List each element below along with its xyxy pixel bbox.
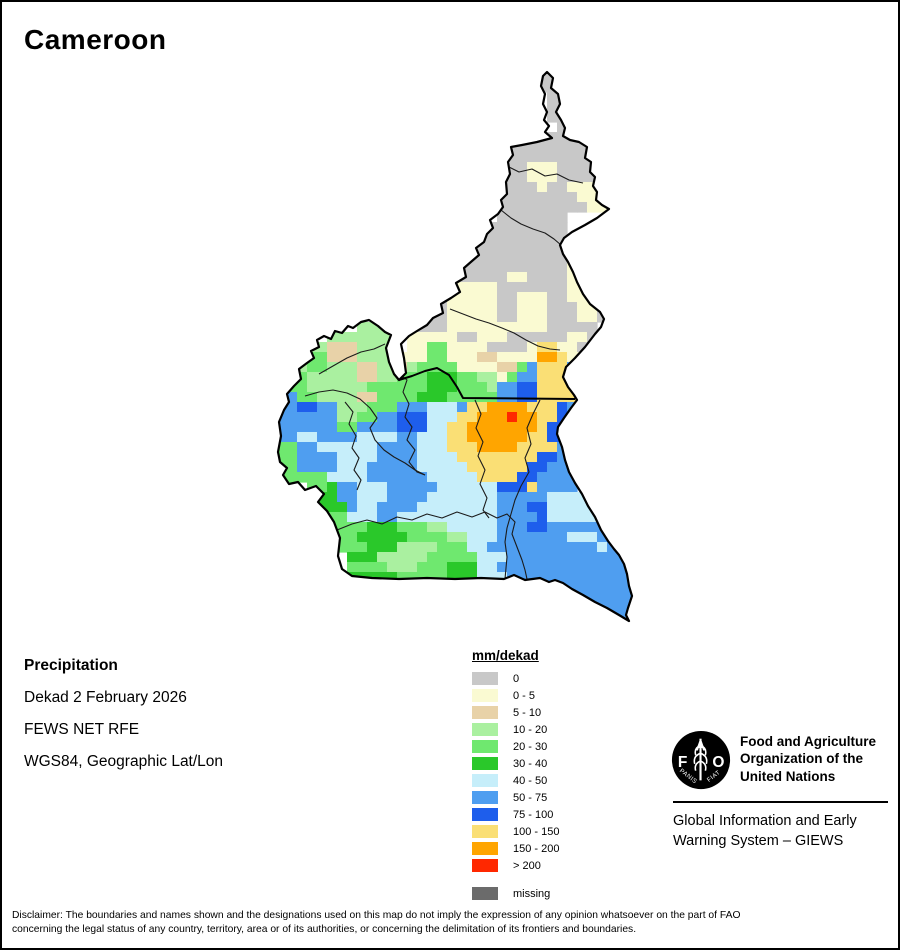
legend-entry: 0 xyxy=(472,672,559,685)
legend-label: 10 - 20 xyxy=(513,723,548,736)
region-boundary xyxy=(504,399,541,580)
disclaimer-line: concerning the legal status of any count… xyxy=(12,923,637,935)
legend-swatch xyxy=(472,757,498,770)
region-boundary xyxy=(449,308,561,351)
precipitation-map xyxy=(257,62,677,642)
legend-label: 0 xyxy=(513,672,520,685)
legend-entry: 150 - 200 xyxy=(472,842,559,855)
fao-separator-line xyxy=(673,801,888,803)
region-boundary xyxy=(396,371,426,476)
legend-swatch xyxy=(472,859,498,872)
legend-label: 40 - 50 xyxy=(513,774,548,787)
map-svg xyxy=(276,70,634,623)
legend-label: 20 - 30 xyxy=(513,740,548,753)
legend-entry: 100 - 150 xyxy=(472,825,559,838)
legend-entry: 40 - 50 xyxy=(472,774,559,787)
legend-swatch xyxy=(472,842,498,855)
fao-letter-a: A xyxy=(696,738,706,753)
legend-label: 100 - 150 xyxy=(513,825,560,838)
info-dekad: Dekad 2 February 2026 xyxy=(24,689,187,706)
region-boundary xyxy=(318,343,386,375)
giews-line: Global Information and Early xyxy=(673,813,857,829)
info-heading: Precipitation xyxy=(24,657,118,674)
info-source: FEWS NET RFE xyxy=(24,721,140,738)
legend-entry: 20 - 30 xyxy=(472,740,559,753)
disclaimer: Disclaimer: The boundaries and names sho… xyxy=(12,909,894,936)
legend-swatch xyxy=(472,808,498,821)
legend-entry: 0 - 5 xyxy=(472,689,559,702)
fao-org-line: United Nations xyxy=(740,768,836,784)
region-boundary xyxy=(336,511,528,580)
fao-org-line: Organization of the xyxy=(740,751,863,767)
legend-label: 50 - 75 xyxy=(513,791,548,804)
map-info-block: Precipitation Dekad 2 February 2026 FEWS… xyxy=(24,657,223,785)
fao-logo: F A O FIAT PANIS xyxy=(671,730,731,790)
legend-swatch xyxy=(472,672,498,685)
legend-swatch xyxy=(472,887,498,900)
legend-title: mm/dekad xyxy=(472,648,539,663)
region-boundary xyxy=(500,209,562,246)
legend-label: > 200 xyxy=(513,859,541,872)
legend-label: 150 - 200 xyxy=(513,842,560,855)
legend-swatch xyxy=(472,825,498,838)
info-projection: WGS84, Geographic Lat/Lon xyxy=(24,753,224,770)
legend-entry: > 200 xyxy=(472,859,559,872)
region-boundary-thick xyxy=(398,367,576,400)
legend-entry: 75 - 100 xyxy=(472,808,559,821)
legend-entry: 50 - 75 xyxy=(472,791,559,804)
legend-swatch xyxy=(472,689,498,702)
legend-label: 5 - 10 xyxy=(513,706,542,719)
legend-rows: 0 0 - 5 5 - 10 10 - 20 20 - 30 30 - 40 40 - 50… xyxy=(472,672,559,900)
legend-entry: 30 - 40 xyxy=(472,757,559,770)
disclaimer-line: Disclaimer: The boundaries and names sho… xyxy=(12,910,741,921)
legend-swatch xyxy=(472,740,498,753)
fao-org-line: Food and Agriculture xyxy=(740,734,876,749)
legend-label: 30 - 40 xyxy=(513,757,548,770)
page-title: Cameroon xyxy=(24,24,167,55)
giews-name: Global Information and Early Warning Sys… xyxy=(673,812,857,851)
fao-letter-f: F xyxy=(678,754,687,771)
legend-swatch xyxy=(472,723,498,736)
fao-org-name: Food and Agriculture Organization of the… xyxy=(740,733,876,785)
region-boundary xyxy=(304,389,426,476)
legend-entry: 10 - 20 xyxy=(472,723,559,736)
legend-swatch xyxy=(472,791,498,804)
legend-swatch xyxy=(472,706,498,719)
wheat-leaves-icon xyxy=(693,744,708,771)
region-boundary xyxy=(474,399,490,519)
legend-swatch xyxy=(472,774,498,787)
legend-label: 0 - 5 xyxy=(513,689,536,702)
legend-label: missing xyxy=(513,887,551,900)
giews-line: Warning System – GIEWS xyxy=(673,832,844,849)
legend: mm/dekad 0 0 - 5 5 - 10 10 - 20 20 - 30 30 - … xyxy=(472,648,559,904)
legend-label: 75 - 100 xyxy=(513,808,554,821)
country-outline xyxy=(276,70,634,623)
region-boundary xyxy=(344,401,362,491)
region-boundary xyxy=(506,165,584,184)
legend-entry: missing xyxy=(472,887,559,900)
fao-letter-o: O xyxy=(712,754,724,771)
legend-entry: 5 - 10 xyxy=(472,706,559,719)
